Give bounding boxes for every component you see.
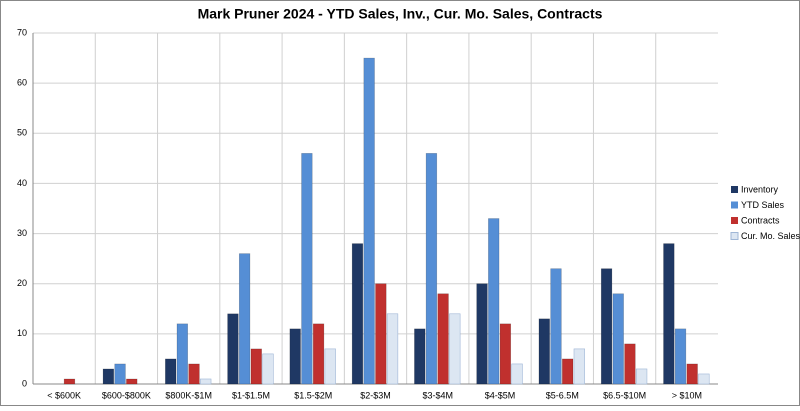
bar bbox=[200, 378, 212, 385]
bar bbox=[449, 313, 461, 385]
bar bbox=[312, 323, 325, 385]
x-tick-label: $1.5-$2M bbox=[294, 390, 332, 400]
x-tick-label: $5-6.5M bbox=[546, 390, 579, 400]
bar bbox=[538, 318, 550, 385]
bar bbox=[324, 348, 336, 385]
bar bbox=[499, 323, 512, 385]
bar bbox=[624, 343, 636, 385]
legend-label: Cur. Mo. Sales bbox=[741, 231, 800, 241]
bar bbox=[612, 293, 624, 385]
bar bbox=[573, 348, 585, 385]
bar bbox=[351, 243, 364, 385]
bar bbox=[674, 328, 687, 385]
legend-swatch bbox=[731, 217, 738, 224]
bar bbox=[386, 313, 399, 385]
y-tick-label: 50 bbox=[17, 128, 27, 138]
y-tick-label: 40 bbox=[17, 178, 27, 188]
y-tick-label: 10 bbox=[17, 328, 27, 338]
x-tick-label: $3-$4M bbox=[423, 390, 454, 400]
bar bbox=[126, 378, 138, 385]
bar bbox=[262, 353, 274, 385]
bar bbox=[227, 313, 239, 385]
x-tick-label: $4-$5M bbox=[485, 390, 516, 400]
bar bbox=[686, 363, 698, 385]
bar bbox=[102, 368, 115, 385]
x-tick-label: $6.5-$10M bbox=[603, 390, 646, 400]
bar bbox=[114, 363, 126, 385]
bar bbox=[562, 358, 574, 385]
bar bbox=[176, 323, 188, 385]
legend-label: YTD Sales bbox=[741, 200, 785, 210]
bar bbox=[476, 283, 488, 385]
bar bbox=[635, 368, 648, 385]
legend-swatch bbox=[731, 201, 738, 209]
bar bbox=[375, 283, 387, 385]
x-tick-label: > $10M bbox=[672, 390, 702, 400]
x-tick-label: $2-$3M bbox=[360, 390, 391, 400]
bar bbox=[250, 348, 262, 385]
y-tick-label: 60 bbox=[17, 78, 27, 88]
bar bbox=[289, 328, 301, 385]
bar bbox=[550, 268, 562, 385]
bar bbox=[165, 358, 177, 385]
x-tick-label: $1-$1.5M bbox=[232, 390, 270, 400]
legend-label: Contracts bbox=[741, 215, 780, 225]
bar bbox=[238, 253, 251, 385]
bar bbox=[301, 153, 313, 385]
bar bbox=[663, 243, 675, 385]
y-tick-label: 0 bbox=[22, 378, 27, 388]
bar bbox=[511, 363, 523, 385]
bar bbox=[425, 153, 438, 385]
legend-swatch bbox=[730, 232, 739, 240]
legend-label: Inventory bbox=[741, 184, 779, 194]
bar bbox=[600, 268, 613, 385]
bar bbox=[698, 373, 710, 385]
legend-swatch bbox=[731, 186, 738, 193]
bar bbox=[363, 57, 375, 385]
bar bbox=[488, 218, 500, 385]
y-tick-label: 30 bbox=[17, 228, 27, 238]
y-tick-label: 70 bbox=[17, 27, 27, 37]
bar bbox=[437, 293, 449, 385]
bar bbox=[63, 378, 76, 385]
x-tick-label: $800K-$1M bbox=[165, 390, 212, 400]
bar bbox=[188, 363, 200, 385]
chart-title: Mark Pruner 2024 - YTD Sales, Inv., Cur.… bbox=[198, 6, 603, 22]
bar bbox=[414, 328, 426, 385]
y-tick-label: 20 bbox=[17, 278, 27, 288]
x-tick-label: < $600K bbox=[47, 390, 81, 400]
x-tick-label: $600-$800K bbox=[102, 390, 151, 400]
